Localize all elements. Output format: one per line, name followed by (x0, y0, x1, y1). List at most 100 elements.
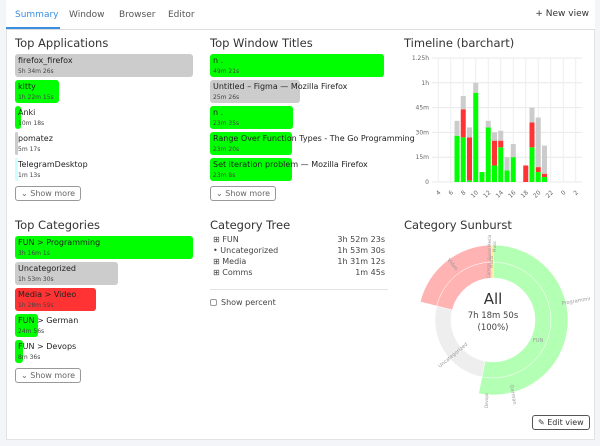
tab-browser[interactable]: Browser (119, 10, 156, 20)
list-item-time: 23m 8s (213, 172, 236, 179)
show-percent-label[interactable]: Show percent (221, 298, 276, 307)
plus-square-icon[interactable]: ⊞ (213, 268, 220, 277)
tree-item[interactable]: ⊞ Media 1h 31m 12s (213, 257, 385, 266)
new-view-button[interactable]: + New view (535, 9, 589, 19)
category-sunburst[interactable]: FUNProgrammingUncategorizedVideoGermanDe… (400, 230, 590, 410)
x-tick-label: 12 (482, 189, 492, 199)
bar-segment[interactable] (529, 107, 535, 123)
x-tick-label: 2 (572, 189, 580, 197)
bar-segment[interactable] (454, 120, 460, 136)
list-item-bar[interactable] (15, 262, 119, 285)
list-item-bar[interactable] (210, 80, 300, 103)
list-item-bar[interactable] (15, 80, 59, 103)
show-more-label: Show more (30, 189, 76, 198)
tree-item-name: FUN (222, 235, 239, 244)
show-more-button[interactable]: ⌄ Show more (15, 368, 82, 383)
list-item-bar[interactable] (15, 106, 21, 129)
bar-segment[interactable] (485, 120, 491, 128)
bar-segment[interactable] (523, 165, 529, 182)
list-item-bar[interactable] (15, 158, 18, 181)
bar-segment[interactable] (498, 130, 504, 141)
list-item-bar[interactable] (15, 288, 96, 311)
list-item-bar[interactable] (15, 314, 38, 337)
sunburst-center-label: All (483, 290, 503, 308)
bar-segment[interactable] (529, 147, 535, 182)
sunburst-label: Social Media (487, 234, 492, 260)
tree-item[interactable]: • Uncategorized 1h 53m 30s (213, 246, 385, 255)
tab-summary[interactable]: Summary (15, 10, 59, 20)
bar-segment[interactable] (510, 143, 516, 158)
sunburst-center-time: 7h 18m 50s (467, 311, 519, 321)
bar-segment[interactable] (467, 137, 472, 181)
tree-item[interactable]: ⊞ FUN 3h 52m 23s (213, 235, 385, 244)
tree-item[interactable]: ⊞ Comms 1m 45s (213, 268, 385, 277)
list-item-time: 23m 20s (213, 146, 240, 153)
bar-segment[interactable] (510, 157, 516, 182)
bar-segment[interactable] (492, 165, 497, 182)
list-item-name: kitty (18, 82, 36, 91)
list-item-bar[interactable] (15, 236, 193, 259)
bar-segment[interactable] (454, 135, 460, 182)
bar-segment[interactable] (535, 172, 541, 182)
timeline-title: Timeline (barchart) (404, 36, 515, 50)
bar-segment[interactable] (492, 132, 497, 141)
list-item-name: n . (213, 108, 224, 117)
bar-segment[interactable] (542, 145, 547, 174)
show-more-button[interactable]: ⌄ Show more (15, 186, 82, 201)
bar-segment[interactable] (467, 127, 472, 138)
list-item-time: 25m 26s (213, 94, 240, 101)
tab-window[interactable]: Window (69, 10, 105, 20)
bar-segment[interactable] (529, 122, 535, 148)
list-item-bar[interactable] (210, 158, 292, 181)
bar-segment[interactable] (498, 140, 504, 148)
sunburst-segment-comms[interactable] (490, 244, 494, 279)
bar-segment[interactable] (460, 109, 466, 138)
bar-segment[interactable] (542, 173, 547, 178)
bar-segment[interactable] (504, 170, 510, 182)
edit-icon: ✎ (538, 418, 545, 427)
list-item-bar[interactable] (15, 340, 23, 363)
sunburst-center-percent: (100%) (477, 323, 509, 333)
edit-view-button[interactable]: ✎ Edit view (532, 415, 590, 430)
sunburst-label: Music (492, 241, 497, 252)
list-item-time: 8m 36s (18, 354, 41, 361)
sunburst-label: German (508, 384, 517, 405)
show-percent-checkbox[interactable] (210, 299, 217, 306)
divider (210, 289, 388, 290)
list-item-name: Set iteration problem — Mozilla Firefox (213, 160, 368, 169)
bar-segment[interactable] (492, 140, 497, 166)
top-window-titles-title: Top Window Titles (210, 36, 313, 50)
plus-square-icon[interactable]: ⊞ (213, 235, 220, 244)
tree-item-name: Media (222, 257, 247, 266)
tab-editor[interactable]: Editor (168, 10, 195, 20)
x-tick-label: 6 (447, 189, 455, 197)
bar-segment[interactable] (473, 82, 479, 93)
bar-segment[interactable] (535, 117, 541, 168)
bar-segment[interactable] (535, 167, 541, 173)
bar-segment[interactable] (542, 177, 547, 182)
bar-segment[interactable] (504, 157, 510, 171)
bar-segment[interactable] (498, 147, 504, 182)
bar-segment[interactable] (485, 127, 491, 182)
sunburst-segment-fun-children[interactable] (478, 244, 569, 396)
category-tree-title: Category Tree (210, 218, 291, 232)
bar-segment[interactable] (473, 92, 479, 182)
bar-segment[interactable] (460, 137, 466, 182)
bar-segment[interactable] (467, 180, 472, 182)
tree-item-time: 1h 31m 12s (337, 257, 385, 266)
list-item-time: 10m 18s (18, 120, 45, 127)
list-item-name: pomatez (18, 134, 53, 143)
tree-item-time: 1m 45s (355, 268, 385, 277)
plus-square-icon[interactable]: ⊞ (213, 257, 220, 266)
bar-segment[interactable] (460, 96, 466, 110)
list-item-bar[interactable] (210, 54, 384, 77)
list-item-bar[interactable] (210, 106, 294, 129)
show-more-button[interactable]: ⌄ Show more (210, 186, 277, 201)
list-item-bar[interactable] (15, 132, 18, 155)
bullet-icon[interactable]: • (213, 246, 218, 255)
list-item-name: FUN > Programming (18, 238, 101, 247)
bar-segment[interactable] (479, 172, 485, 182)
list-item-bar[interactable] (15, 54, 193, 77)
list-item-time: 1m 13s (18, 172, 41, 179)
list-item-bar[interactable] (210, 132, 293, 155)
